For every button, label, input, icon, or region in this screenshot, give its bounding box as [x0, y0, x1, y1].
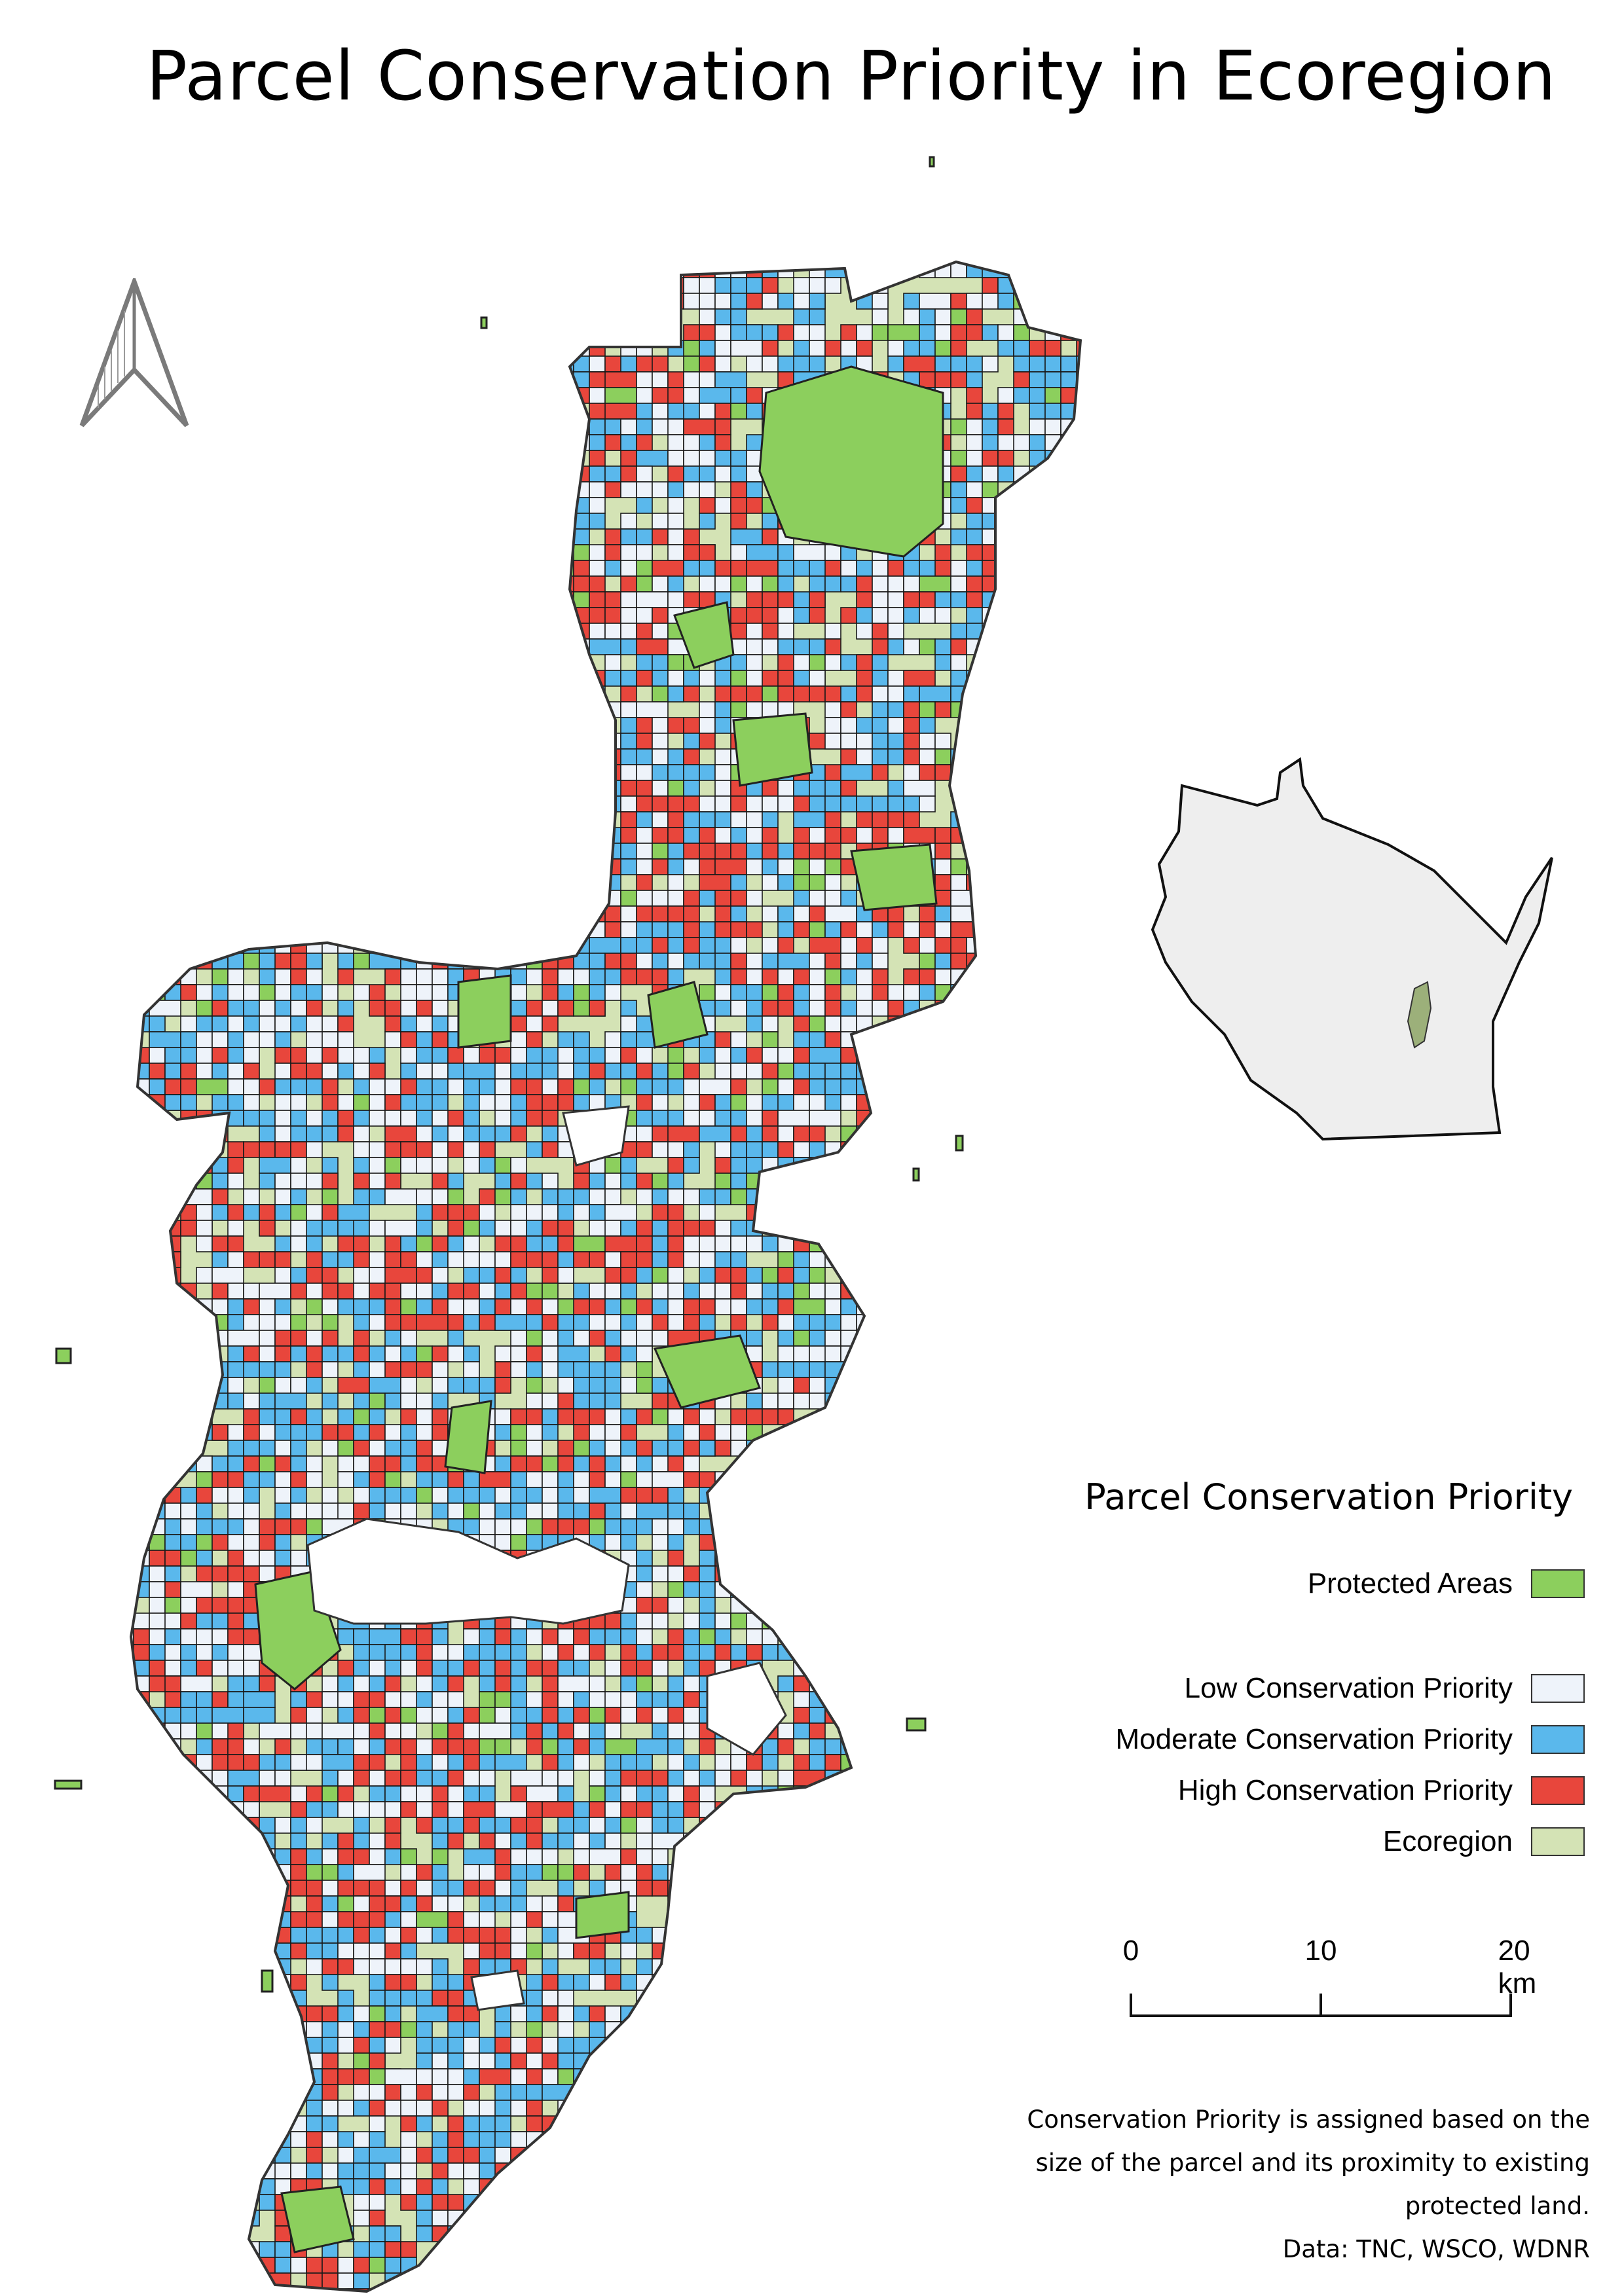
legend: Parcel Conservation Priority Protected A…	[1022, 1476, 1585, 1867]
legend-swatch	[1531, 1776, 1585, 1805]
legend-item-low-priority: Low Conservation Priority	[1022, 1663, 1585, 1714]
legend-swatch	[1531, 1569, 1585, 1598]
note-line: Conservation Priority is assigned based …	[1027, 2105, 1590, 2134]
legend-item-high-priority: High Conservation Priority	[1022, 1765, 1585, 1816]
legend-swatch	[1531, 1725, 1585, 1754]
legend-item-protected-areas: Protected Areas	[1022, 1558, 1585, 1609]
legend-title: Parcel Conservation Priority	[1084, 1476, 1573, 1518]
map-title: Parcel Conservation Priority in Ecoregio…	[146, 36, 1557, 116]
legend-item-ecoregion: Ecoregion	[1022, 1816, 1585, 1867]
scale-label-0: 0	[1122, 1935, 1139, 1967]
legend-swatch	[1531, 1674, 1585, 1703]
legend-label: Low Conservation Priority	[1184, 1672, 1513, 1704]
scale-bar: 0 10 20 km	[1113, 1935, 1536, 2039]
main-map	[54, 156, 1082, 2293]
note-line: size of the parcel and its proximity to …	[1035, 2149, 1590, 2177]
note-line: protected land.	[1405, 2192, 1590, 2220]
map-notes: Conservation Priority is assigned based …	[935, 2098, 1590, 2271]
scale-label-20: 20 km	[1498, 1935, 1537, 1999]
legend-label: Protected Areas	[1307, 1567, 1513, 1599]
legend-label: High Conservation Priority	[1177, 1774, 1513, 1806]
legend-item-moderate-priority: Moderate Conservation Priority	[1022, 1714, 1585, 1765]
scale-label-10: 10	[1304, 1935, 1337, 1967]
inset-locator-map	[1151, 757, 1553, 1141]
legend-label: Moderate Conservation Priority	[1115, 1723, 1513, 1755]
legend-label: Ecoregion	[1382, 1825, 1513, 1857]
legend-swatch	[1531, 1827, 1585, 1856]
data-source: Data: TNC, WSCO, WDNR	[1282, 2235, 1590, 2263]
north-arrow-icon	[79, 278, 189, 428]
scale-bar-line	[1130, 1994, 1512, 2017]
